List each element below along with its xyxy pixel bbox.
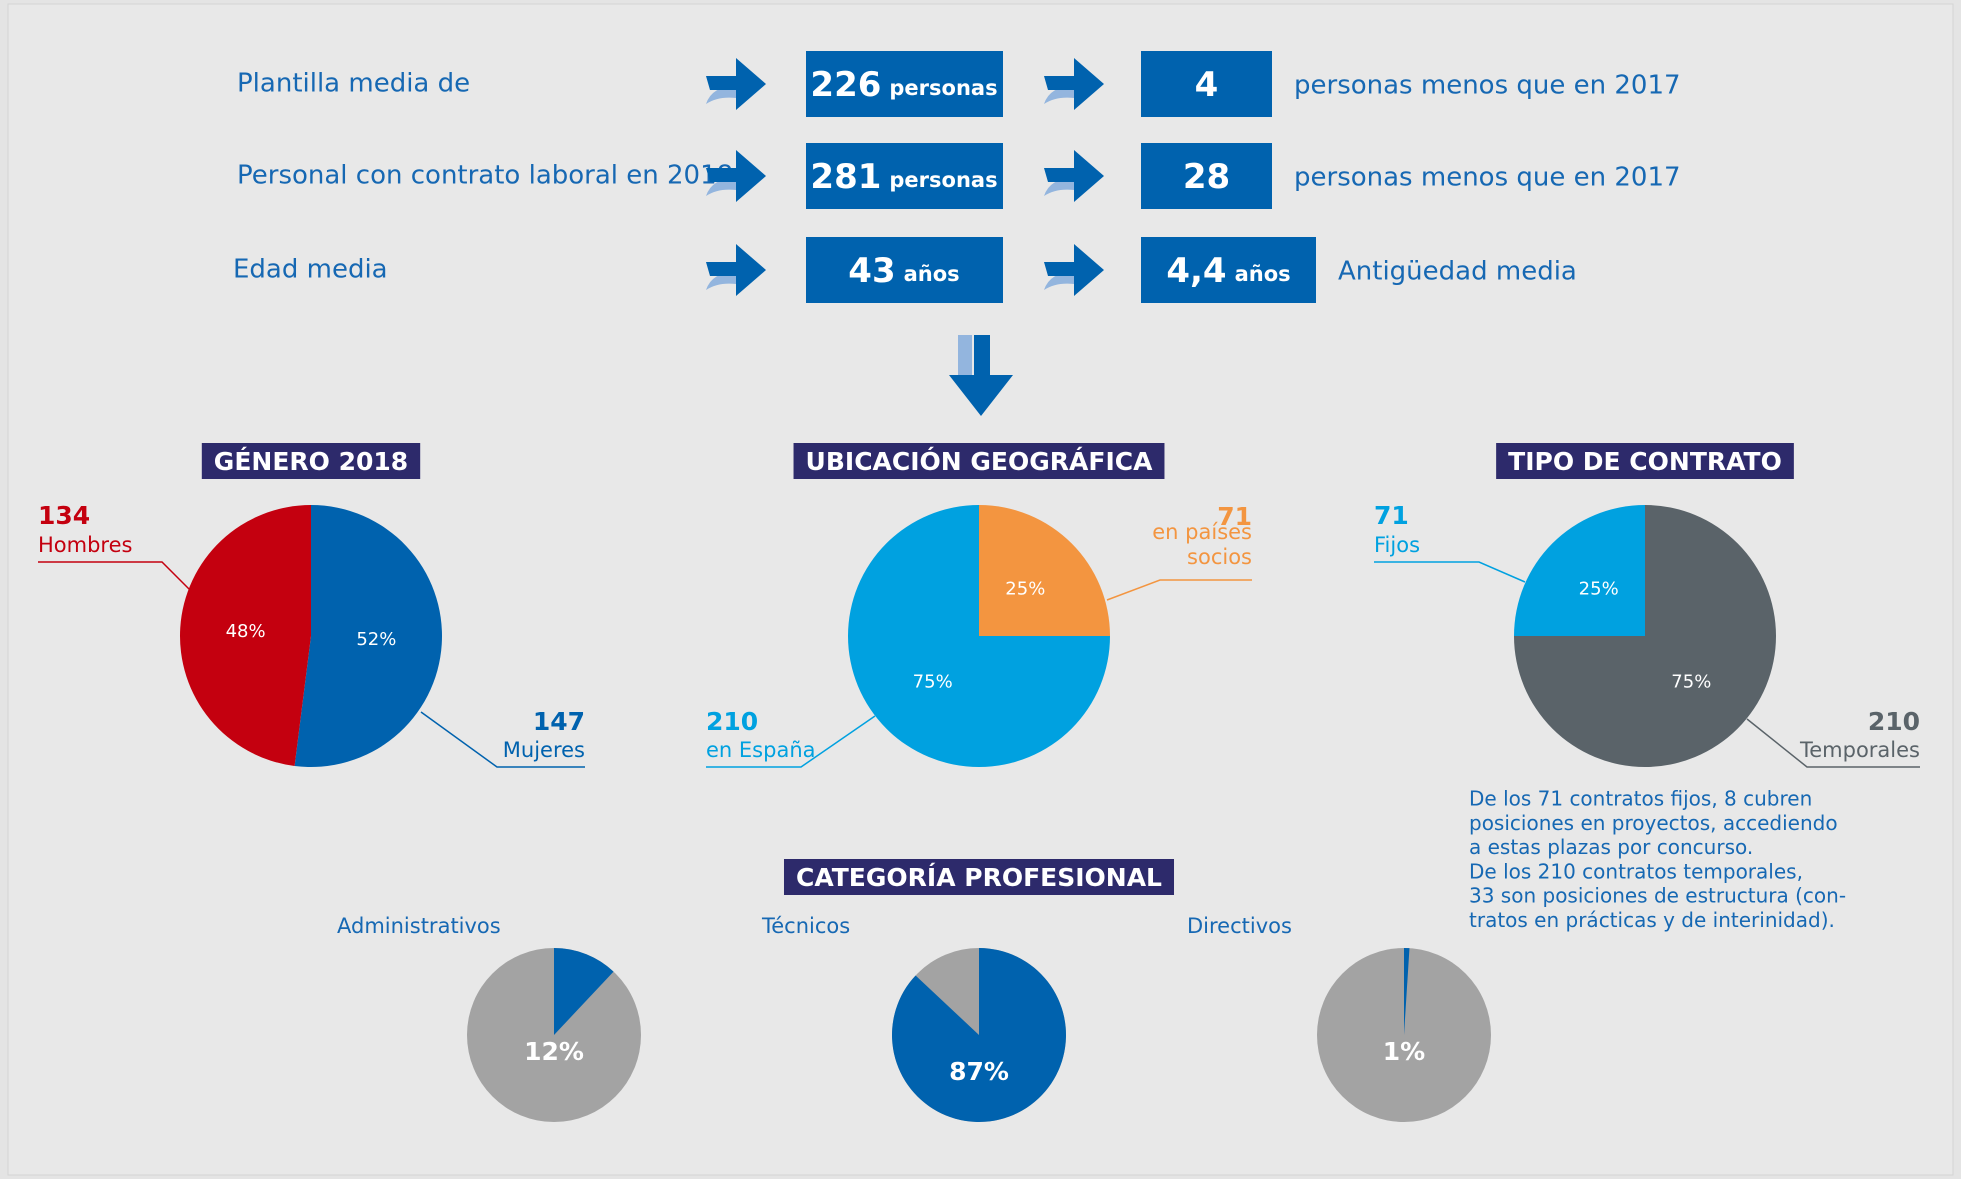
slice-count: 210: [1867, 707, 1920, 736]
slice-percent: 52%: [356, 629, 396, 650]
value-unit: personas: [889, 168, 997, 192]
pie-slice: [892, 948, 1066, 1122]
slice-name: en España: [706, 738, 816, 762]
pie-name: Técnicos: [761, 914, 850, 938]
pie-percent: 1%: [1383, 1037, 1425, 1066]
arrow-head: [1044, 150, 1104, 202]
note-line: De los 210 contratos temporales,: [1469, 859, 1803, 883]
row-label: Personal con contrato laboral en 2018: [237, 161, 733, 191]
slice-count: 210: [706, 707, 759, 736]
pie-percent: 87%: [949, 1057, 1009, 1086]
arrow-tail: [958, 335, 972, 385]
pie-slice: [1404, 948, 1410, 1035]
change-box: [1141, 237, 1316, 303]
change-number: 4,4: [1166, 251, 1226, 291]
value-unit: personas: [889, 76, 997, 100]
change-number: 28: [1183, 157, 1230, 197]
row-note: Antigüedad media: [1338, 257, 1577, 287]
row-note: personas menos que en 2017: [1294, 163, 1681, 193]
section-title-box: [1496, 443, 1794, 479]
value-number: 281: [810, 157, 881, 197]
change-box: [1141, 51, 1272, 117]
section-title: TIPO DE CONTRATO: [1508, 447, 1782, 476]
leader-line: [1374, 561, 1526, 583]
slice-name: Temporales: [1799, 738, 1920, 762]
value-box: [806, 143, 1003, 209]
pie-slice: [179, 505, 311, 766]
slice-name: Mujeres: [502, 738, 585, 762]
leader-line: [420, 711, 585, 768]
arrow-tail: [706, 178, 736, 196]
row-label: Edad media: [233, 255, 388, 285]
arrow-head: [706, 150, 766, 202]
leader-line: [1106, 579, 1252, 601]
arrow-tail: [706, 272, 736, 290]
change-unit: años: [1235, 262, 1291, 286]
value-box: [806, 51, 1003, 117]
arrow-tail: [706, 86, 736, 104]
arrow-tail: [1044, 86, 1074, 104]
pie-slice: [979, 505, 1110, 636]
section-title: CATEGORÍA PROFESIONAL: [796, 863, 1162, 892]
slice-count: 71: [1374, 501, 1409, 530]
slice-percent: 48%: [226, 621, 266, 642]
leader-line: [38, 561, 191, 591]
slice-count: 71: [1217, 502, 1252, 531]
change-number: 4: [1195, 65, 1219, 105]
pie-name: Directivos: [1187, 914, 1292, 938]
section-title: UBICACIÓN GEOGRÁFICA: [806, 446, 1154, 476]
value-number: 226: [810, 65, 881, 105]
change-text: 4: [1195, 65, 1219, 105]
slice-count: 147: [532, 707, 585, 736]
row-note: personas menos que en 2017: [1294, 71, 1681, 101]
change-text: 4,4 años: [1166, 251, 1290, 291]
section-title: GÉNERO 2018: [214, 447, 408, 476]
row-label: Plantilla media de: [237, 69, 470, 99]
note-line: tratos en prácticas y de interinidad).: [1469, 908, 1835, 932]
value-unit: años: [904, 262, 960, 286]
slice-percent: 75%: [913, 671, 953, 692]
pie-slice: [1514, 505, 1645, 636]
pie-name: Administrativos: [337, 914, 501, 938]
slice-name: en países socios: [1152, 520, 1252, 569]
arrow-tail: [1044, 178, 1074, 196]
slice-percent: 25%: [1005, 579, 1045, 600]
arrow-head: [1044, 244, 1104, 296]
note-line: 33 son posiciones de estructura (con-: [1469, 884, 1846, 908]
arrow-head: [949, 335, 1013, 416]
value-number: 43: [848, 251, 895, 291]
arrow-head: [706, 58, 766, 110]
change-text: 28: [1183, 157, 1230, 197]
change-box: [1141, 143, 1272, 209]
pie-percent: 12%: [524, 1037, 584, 1066]
slice-name: Hombres: [38, 533, 133, 557]
note-line: a estas plazas por concurso.: [1469, 835, 1753, 859]
leader-line: [1746, 718, 1920, 768]
slice-percent: 25%: [1579, 579, 1619, 600]
pie-slice: [554, 948, 614, 1035]
section-title-box: [201, 443, 421, 479]
value-box: [806, 237, 1003, 303]
slice-count: 134: [38, 501, 91, 530]
slice-name: Fijos: [1374, 533, 1421, 557]
slice-percent: 75%: [1671, 671, 1711, 692]
section-title-box: [793, 443, 1165, 479]
leader-line: [706, 715, 876, 768]
value-text: 43 años: [848, 251, 959, 291]
value-text: 281 personas: [810, 157, 997, 197]
section-title-box: [783, 859, 1175, 895]
value-text: 226 personas: [810, 65, 997, 105]
arrow-head: [1044, 58, 1104, 110]
arrow-tail: [1044, 272, 1074, 290]
note-line: posiciones en proyectos, accediendo: [1469, 811, 1838, 835]
arrow-head: [706, 244, 766, 296]
pie-slice: [848, 505, 1110, 767]
pie-slice: [294, 505, 442, 767]
note-line: De los 71 contratos fijos, 8 cubren: [1469, 787, 1812, 811]
